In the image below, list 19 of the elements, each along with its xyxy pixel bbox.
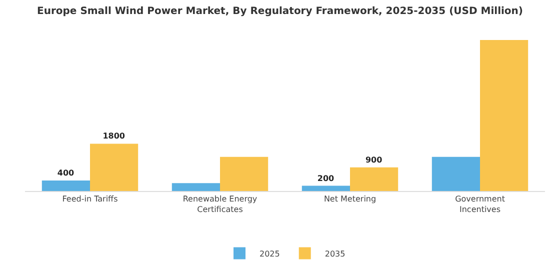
- bar: [350, 167, 398, 191]
- bar: [90, 144, 138, 191]
- x-tick-label: Renewable Energy Certificates: [182, 194, 258, 214]
- data-label: 200: [317, 174, 335, 183]
- x-tick-label: Government Incentives: [455, 194, 505, 214]
- data-label: 400: [57, 168, 75, 178]
- legend-label: 2035: [324, 249, 346, 258]
- bar: [302, 186, 350, 191]
- data-label: 900: [365, 155, 383, 164]
- chart-title: Europe Small Wind Power Market, By Regulatory Framework, 2025-2035 (USD Million): [37, 6, 523, 17]
- bar: [42, 180, 90, 191]
- bar: [432, 156, 480, 191]
- bar: [172, 183, 220, 191]
- bar: [480, 40, 528, 191]
- x-tick-label: Feed-in Tariffs: [62, 194, 118, 204]
- x-tick-label: Net Metering: [324, 194, 376, 204]
- data-label: 1800: [102, 132, 126, 141]
- legend-label: 2025: [260, 249, 280, 258]
- bar: [220, 156, 268, 191]
